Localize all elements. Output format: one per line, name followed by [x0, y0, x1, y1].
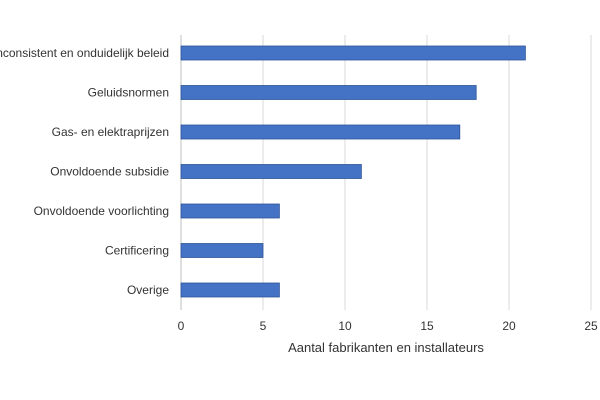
bar-6 [180, 282, 280, 298]
category-label-0: Inconsistent en onduidelijk beleid [0, 46, 169, 60]
x-tick-label-15: 15 [420, 319, 434, 333]
category-label-5: Certificering [105, 244, 169, 258]
category-label-4: Onvoldoende voorlichting [34, 204, 169, 218]
category-label-2: Gas- en elektraprijzen [52, 125, 169, 139]
x-tick-label-10: 10 [338, 319, 352, 333]
category-label-1: Geluidsnormen [88, 86, 169, 100]
bar-0 [180, 45, 526, 61]
bar-4 [180, 203, 280, 219]
x-tick-label-0: 0 [178, 319, 185, 333]
bar-5 [180, 243, 264, 258]
category-label-3: Onvoldoende subsidie [50, 165, 169, 179]
category-label-6: Overige [127, 283, 169, 297]
x-axis-title: Aantal fabrikanten en installateurs [288, 340, 484, 355]
x-tick-label-25: 25 [584, 319, 598, 333]
bar-3 [180, 164, 362, 179]
category-labels: Inconsistent en onduidelijk beleid Geluid… [0, 46, 169, 297]
x-tick-label-20: 20 [502, 319, 516, 333]
bars [180, 45, 526, 298]
bar-1 [180, 85, 477, 100]
x-tick-labels: 0 5 10 15 20 25 [178, 319, 598, 333]
x-tick-label-5: 5 [260, 319, 267, 333]
bar-2 [180, 124, 461, 140]
